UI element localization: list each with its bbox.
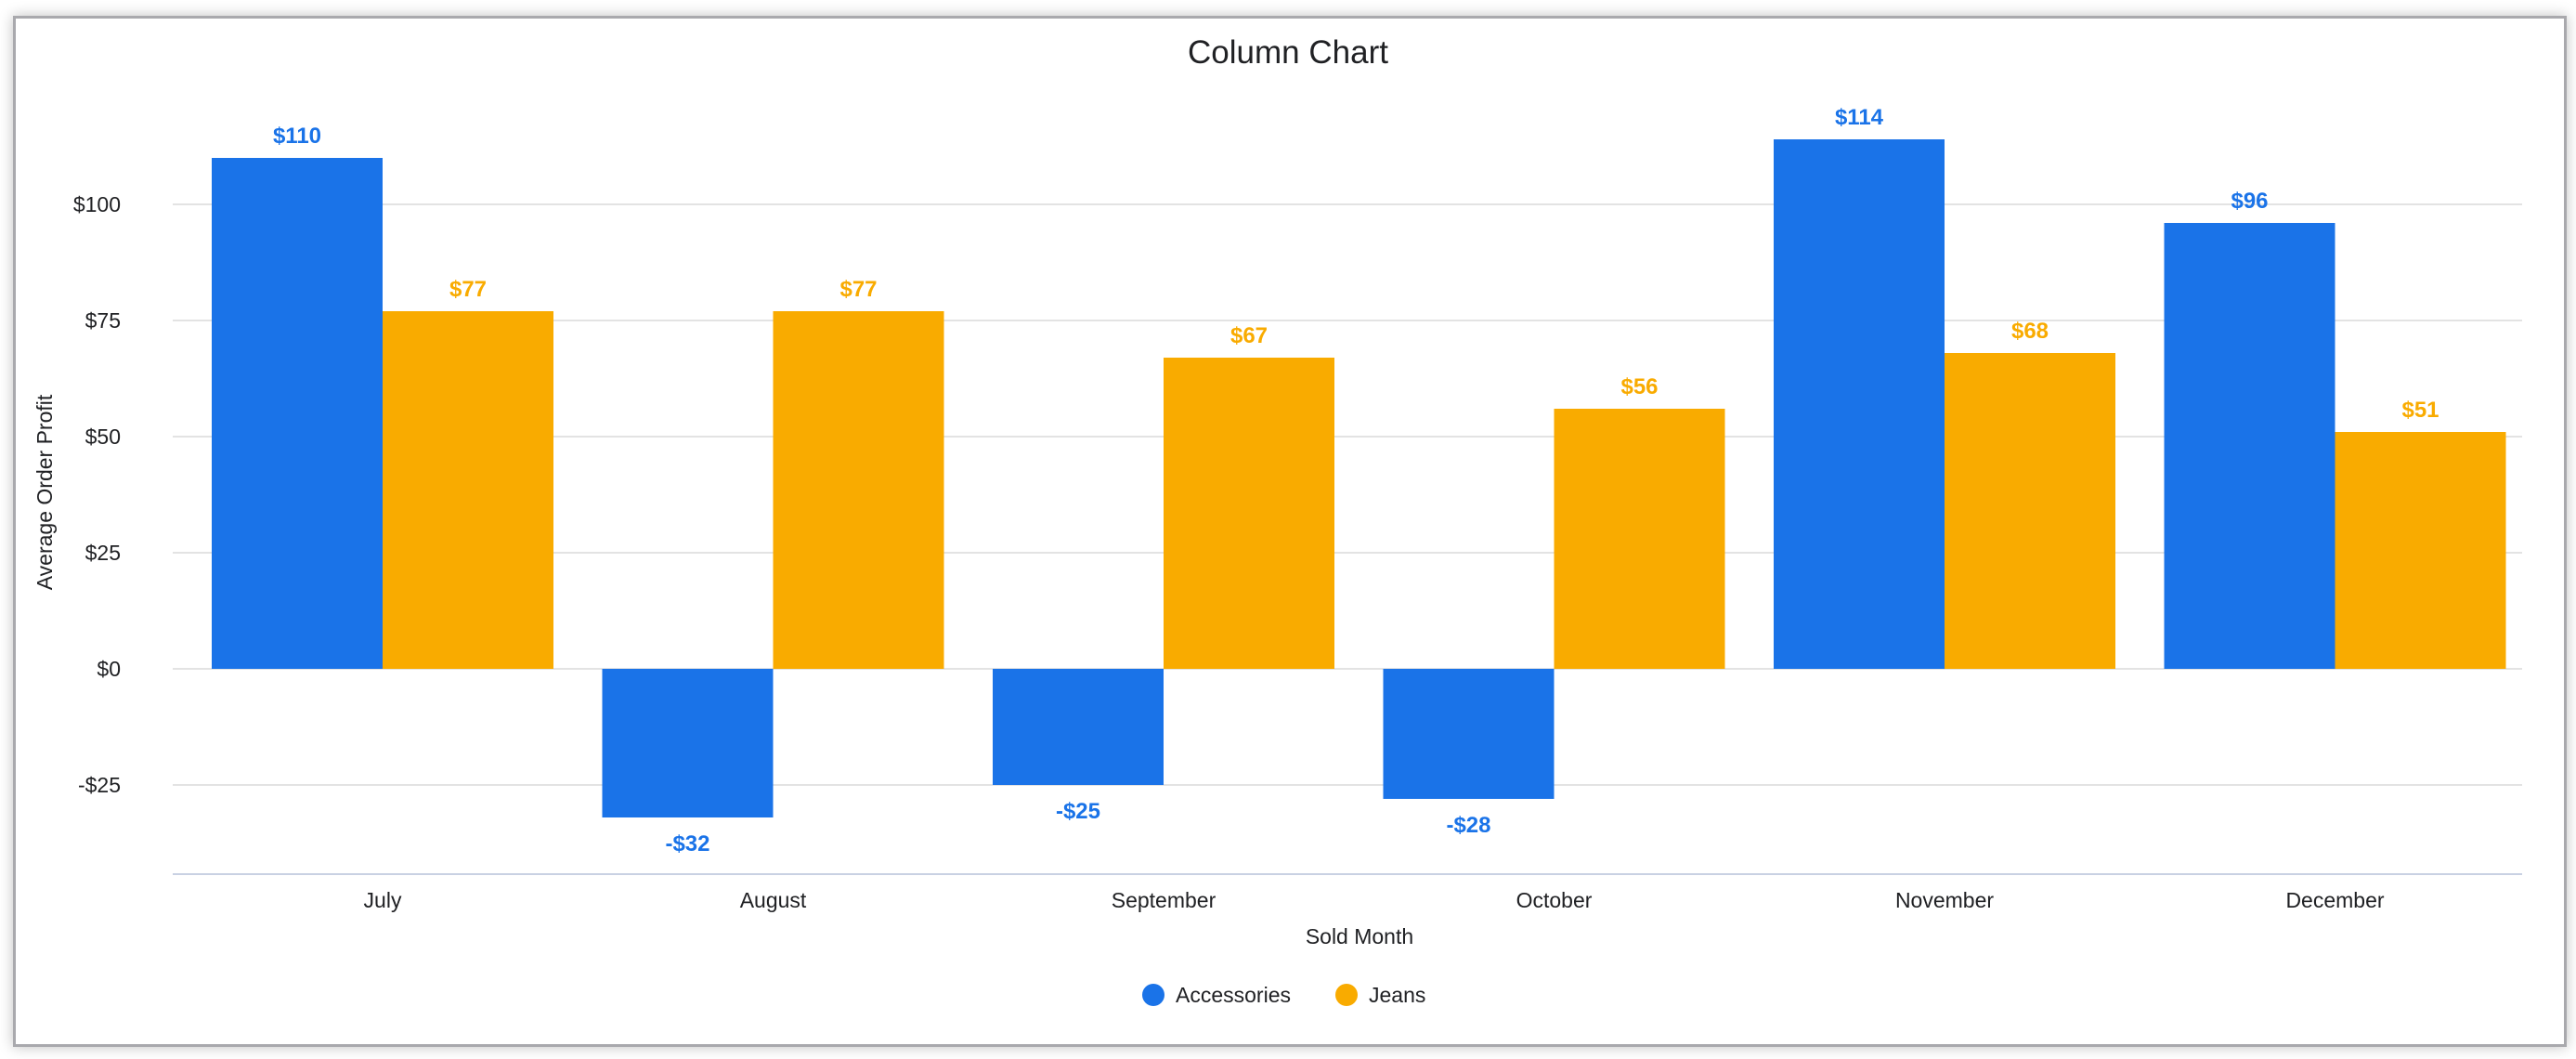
x-tick-label: November [1895, 888, 1994, 912]
bar-accessories-october[interactable] [1383, 669, 1555, 799]
bar-accessories-september[interactable] [993, 669, 1164, 785]
data-label: $56 [1620, 374, 1658, 399]
legend-marker-jeans[interactable] [1335, 984, 1358, 1006]
y-tick-label: $50 [85, 425, 121, 449]
bar-jeans-october[interactable] [1554, 409, 1725, 669]
legend-marker-accessories[interactable] [1142, 984, 1164, 1006]
y-tick-label: $0 [97, 657, 121, 681]
data-label: -$32 [665, 831, 709, 856]
x-axis-title: Sold Month [1306, 924, 1413, 948]
bar-jeans-november[interactable] [1945, 353, 2115, 669]
bar-jeans-july[interactable] [383, 311, 553, 669]
bar-accessories-july[interactable] [212, 158, 383, 669]
bar-accessories-december[interactable] [2164, 223, 2335, 669]
legend-label-jeans[interactable]: Jeans [1369, 983, 1425, 1007]
y-tick-label: $100 [73, 192, 121, 216]
y-tick-label: $75 [85, 308, 121, 333]
data-label: $51 [2401, 398, 2439, 423]
legend: Accessories Jeans [1142, 983, 1425, 1007]
x-tick-label: September [1112, 888, 1216, 912]
data-label: -$28 [1446, 813, 1490, 838]
data-label: $77 [449, 277, 487, 302]
data-label: $110 [273, 124, 321, 149]
y-tick-label: -$25 [78, 773, 121, 797]
y-axis-title: Average Order Profit [33, 394, 57, 590]
data-label: $67 [1230, 323, 1268, 348]
y-tick-label: $25 [85, 541, 121, 565]
chart-title: Column Chart [1188, 34, 1388, 71]
bar-jeans-december[interactable] [2335, 432, 2506, 669]
x-tick-label: August [740, 888, 807, 912]
data-label: $68 [2011, 319, 2049, 344]
bar-accessories-november[interactable] [1774, 139, 1945, 669]
bar-jeans-august[interactable] [773, 311, 944, 669]
x-tick-label: October [1516, 888, 1593, 912]
x-tick-label: December [2285, 888, 2384, 912]
data-label: $77 [839, 277, 877, 302]
x-tick-label: July [364, 888, 402, 912]
data-label: -$25 [1056, 799, 1100, 824]
bar-jeans-september[interactable] [1164, 358, 1334, 669]
bar-accessories-august[interactable] [602, 669, 774, 817]
data-label: $96 [2231, 189, 2268, 214]
data-label: $114 [1835, 105, 1884, 130]
legend-label-accessories[interactable]: Accessories [1176, 983, 1291, 1007]
